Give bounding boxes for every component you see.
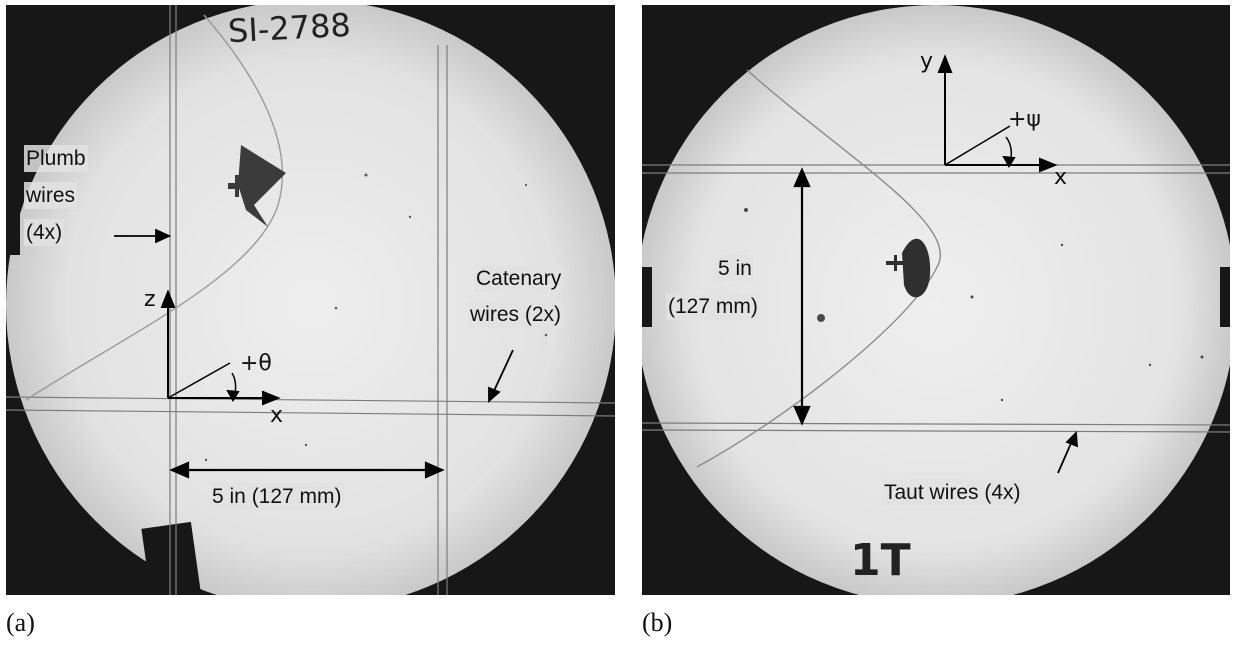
catenary-wires-label-2: wires (2x): [468, 301, 564, 329]
caption-b: (b): [642, 608, 673, 637]
dimension-label-b-1: 5 in: [716, 255, 754, 283]
shadowgraph-image-a: [6, 5, 615, 595]
viewing-window-b: [642, 5, 1230, 595]
catenary-wires: [6, 396, 615, 417]
shadowgraph-image-b: [642, 5, 1230, 595]
dimension-arrow-a: [169, 461, 445, 479]
photo-panel-b: y x +ψ 5 in (127 mm) Taut wires (4x) 1T: [642, 5, 1230, 595]
axis-x-label-a: x: [270, 403, 284, 428]
model-silhouette-a: [228, 145, 286, 227]
bow-shock-curve-b: [696, 69, 941, 468]
angle-theta-label: +θ: [240, 351, 272, 376]
axis-y-label: y: [920, 49, 934, 74]
handwritten-serial-b: 1T: [850, 535, 911, 586]
axes-b: [937, 54, 1058, 173]
pointer-arrows-a: [114, 228, 514, 404]
handwritten-serial-a: SI-2788: [227, 5, 352, 51]
plumb-wires-label-1: Plumb: [24, 145, 88, 173]
dimension-label-a: 5 in (127 mm): [210, 483, 344, 511]
catenary-wires-label-1: Catenary: [474, 265, 564, 293]
model-silhouette-b: [886, 238, 931, 298]
plumb-wires-label-3: (4x): [24, 219, 65, 247]
viewing-window-a: [6, 5, 615, 595]
axes-a: [160, 289, 281, 406]
taut-wires-label: Taut wires (4x): [882, 479, 1023, 507]
axis-z-label: z: [144, 287, 156, 312]
dimension-arrow-b: [793, 167, 811, 426]
taut-wires: [642, 164, 1230, 433]
plumb-wires-label-2: wires: [24, 182, 78, 210]
dimension-label-b-2: (127 mm): [666, 293, 760, 321]
caption-a: (a): [6, 608, 35, 637]
angle-psi-label: +ψ: [1008, 107, 1041, 132]
pointer-arrow-b: [1057, 430, 1079, 474]
axis-x-label-b: x: [1054, 165, 1068, 190]
photo-panel-a: SI-2788 Plumb wires (4x) Catenary wires …: [6, 5, 615, 595]
bow-shock-curve-a: [25, 14, 283, 401]
